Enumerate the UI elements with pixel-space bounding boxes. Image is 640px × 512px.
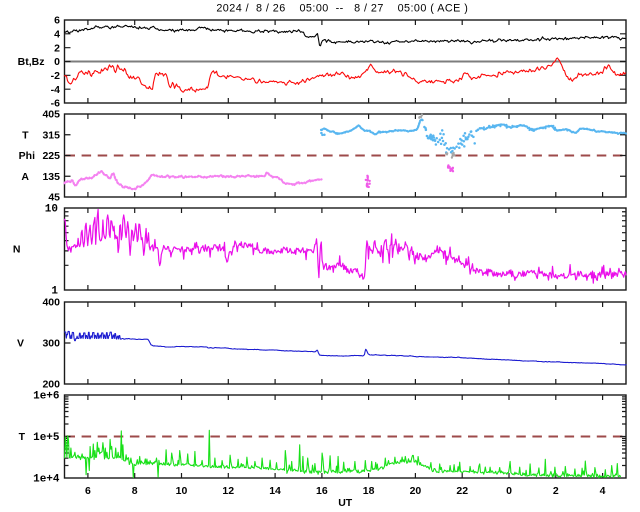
svg-text:405: 405	[42, 109, 60, 121]
svg-text:400: 400	[42, 297, 60, 309]
svg-text:225: 225	[42, 150, 60, 162]
svg-text:200: 200	[42, 379, 60, 391]
svg-text:0: 0	[506, 485, 512, 497]
svg-text:315: 315	[42, 129, 60, 141]
svg-text:N: N	[13, 244, 21, 256]
svg-text:A: A	[21, 171, 29, 183]
svg-text:10: 10	[176, 485, 188, 497]
svg-text:1e+6: 1e+6	[33, 391, 59, 403]
svg-text:6: 6	[54, 15, 60, 27]
svg-text:2024 / 8 / 26 05:00 --: 2024 / 8 / 26 05:00 -- 8 / 27 05:00 ( AC…	[216, 2, 468, 14]
svg-text:22: 22	[456, 485, 468, 497]
svg-text:18: 18	[363, 485, 375, 497]
svg-text:2: 2	[54, 42, 60, 54]
svg-text:4: 4	[600, 485, 606, 497]
svg-text:1e+5: 1e+5	[33, 432, 60, 444]
svg-text:300: 300	[42, 338, 60, 350]
svg-text:UT: UT	[338, 497, 353, 509]
svg-text:2: 2	[553, 485, 559, 497]
svg-text:8: 8	[132, 485, 138, 497]
svg-text:Bt,Bz: Bt,Bz	[18, 56, 45, 68]
svg-text:45: 45	[48, 192, 60, 204]
svg-text:T: T	[22, 129, 29, 141]
svg-text:4: 4	[54, 29, 60, 41]
svg-text:-4: -4	[51, 84, 60, 96]
svg-text:V: V	[17, 338, 24, 350]
svg-text:14: 14	[269, 485, 281, 497]
svg-text:10: 10	[45, 204, 58, 216]
svg-text:6: 6	[85, 485, 91, 497]
svg-text:135: 135	[42, 171, 60, 183]
svg-text:20: 20	[410, 485, 422, 497]
svg-text:1: 1	[51, 286, 58, 298]
svg-text:16: 16	[316, 485, 328, 497]
svg-text:Phi: Phi	[19, 150, 35, 162]
svg-text:12: 12	[222, 485, 234, 497]
svg-text:0: 0	[54, 56, 60, 68]
svg-text:1e+4: 1e+4	[33, 474, 60, 486]
svg-text:-2: -2	[51, 70, 60, 82]
svg-text:T: T	[19, 431, 26, 443]
svg-text:-6: -6	[51, 98, 60, 110]
